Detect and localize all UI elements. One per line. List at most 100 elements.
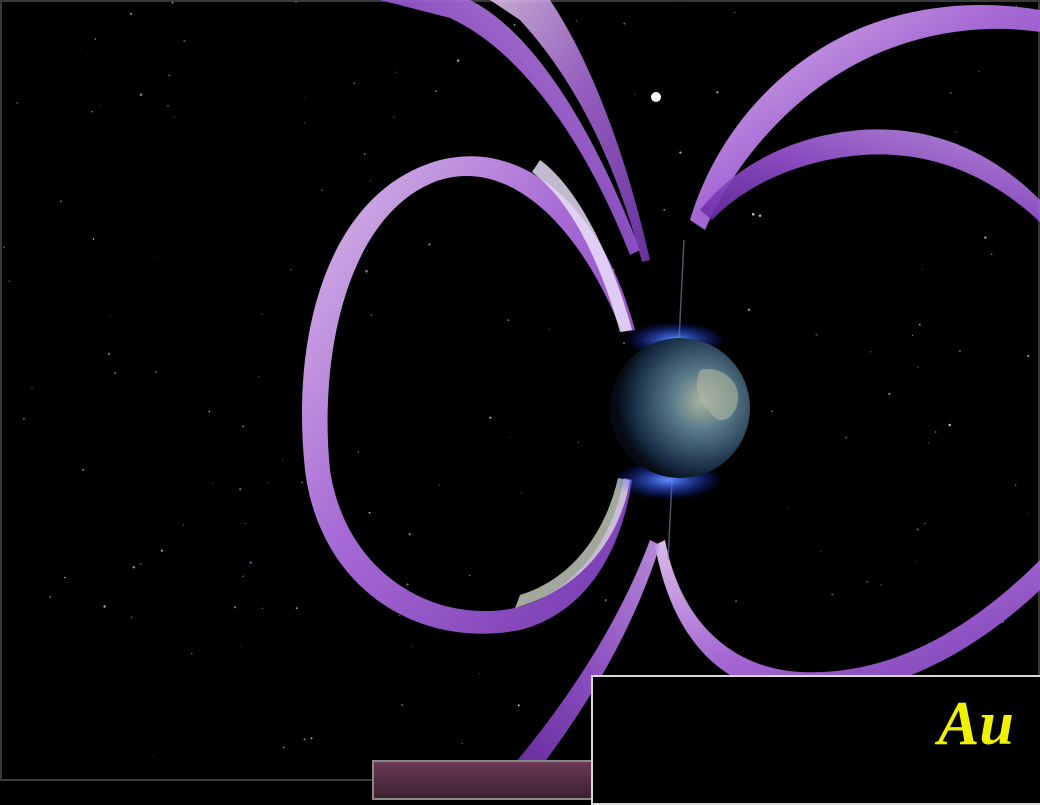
star <box>978 70 980 73</box>
star <box>517 704 520 707</box>
star <box>87 54 89 56</box>
magnetosphere-scene <box>0 0 1040 781</box>
star <box>155 370 158 373</box>
star <box>3 246 5 248</box>
star <box>139 562 142 565</box>
star <box>984 236 987 239</box>
star <box>428 243 431 246</box>
star <box>604 599 608 602</box>
star <box>869 351 872 353</box>
star <box>393 116 395 119</box>
star <box>370 314 373 317</box>
star <box>949 91 952 95</box>
aurora-streak-upper <box>532 160 632 332</box>
star <box>634 93 636 96</box>
star <box>208 410 210 413</box>
star <box>31 386 33 389</box>
star <box>304 97 307 99</box>
starfield <box>3 1 1037 772</box>
star <box>191 652 193 655</box>
star <box>173 116 175 118</box>
magnetic-field-lines <box>301 0 1040 781</box>
star <box>751 213 755 216</box>
star <box>509 436 511 438</box>
star <box>845 437 847 439</box>
star <box>132 566 135 569</box>
star <box>366 250 368 252</box>
star <box>438 484 440 486</box>
star <box>406 583 409 586</box>
star <box>912 335 913 337</box>
star <box>8 280 11 283</box>
star <box>129 12 133 15</box>
star <box>153 256 155 258</box>
star <box>1020 206 1022 208</box>
inset-aurora-photo <box>372 760 608 800</box>
star <box>815 333 818 336</box>
star <box>260 313 263 315</box>
star <box>49 596 52 598</box>
star <box>171 1 174 4</box>
star <box>489 416 492 419</box>
star <box>879 583 882 586</box>
star <box>735 600 738 603</box>
star <box>369 180 372 182</box>
bright-star <box>651 92 661 102</box>
star <box>303 122 305 124</box>
star <box>927 442 929 444</box>
star <box>478 673 480 675</box>
star <box>242 425 244 428</box>
star <box>166 104 170 107</box>
field-line-right-upper-1 <box>690 5 1040 230</box>
star <box>507 319 510 321</box>
star <box>921 268 923 270</box>
field-line-right-lower <box>655 540 1040 696</box>
star <box>321 189 323 192</box>
star <box>948 423 951 427</box>
star <box>408 533 411 536</box>
star <box>623 22 626 25</box>
star <box>295 1 297 3</box>
star <box>394 71 397 74</box>
star <box>461 743 463 745</box>
star <box>82 468 85 472</box>
star <box>398 615 400 617</box>
star <box>506 357 508 359</box>
star <box>990 253 993 255</box>
star <box>233 606 237 609</box>
star <box>831 593 834 596</box>
star <box>168 74 171 77</box>
star <box>1015 5 1017 7</box>
star <box>1027 512 1029 514</box>
star <box>107 352 111 355</box>
star <box>282 460 283 461</box>
star <box>110 315 112 317</box>
star <box>63 576 66 579</box>
star <box>91 111 93 113</box>
star <box>301 481 304 484</box>
star <box>888 392 891 396</box>
star <box>575 20 578 22</box>
star <box>401 703 404 707</box>
star <box>747 308 751 311</box>
field-line-top-left-2 <box>490 0 650 262</box>
star <box>734 11 736 14</box>
star <box>917 366 919 368</box>
star <box>261 607 264 609</box>
star <box>249 561 252 564</box>
star <box>183 39 186 43</box>
star <box>934 431 937 433</box>
star <box>239 488 242 491</box>
star <box>819 550 822 552</box>
star <box>92 238 95 240</box>
star <box>771 410 773 413</box>
star <box>918 323 921 326</box>
star <box>59 200 62 203</box>
field-line-top-left-1 <box>380 0 640 255</box>
star <box>469 574 471 577</box>
star <box>114 372 116 374</box>
star <box>548 328 550 330</box>
star <box>623 342 625 344</box>
star <box>160 549 164 552</box>
star <box>915 561 917 563</box>
